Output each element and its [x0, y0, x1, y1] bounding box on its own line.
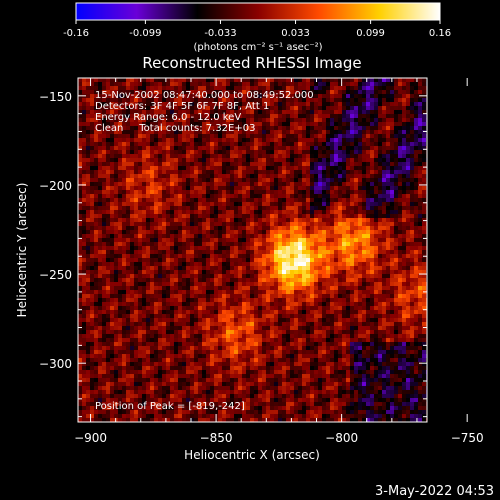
colorbar-tick-label: -0.033	[204, 28, 236, 39]
axis-ticks: −900 −850 −800 −750 −300 −250 −200 −150	[39, 77, 484, 445]
plot-frame	[77, 77, 428, 423]
footer-timestamp: 3-May-2022 04:53	[375, 484, 494, 499]
x-tick-label: −900	[74, 431, 107, 445]
colorbar-tick-label: 0.099	[356, 28, 385, 39]
y-axis-label: Heliocentric Y (arcsec)	[15, 183, 29, 318]
x-tick-label: −750	[451, 431, 484, 445]
colorbar-tick-label: 0.16	[429, 28, 451, 39]
y-tick-label: −150	[39, 90, 72, 104]
y-tick-label: −250	[39, 268, 72, 282]
annotation-clean-counts: Clean Total counts: 7.32E+03	[95, 123, 255, 134]
chart-title: Reconstructed RHESSI Image	[142, 54, 361, 72]
heatmap-image	[78, 78, 427, 422]
colorbar-tick-label: -0.16	[63, 28, 89, 39]
x-axis-label: Heliocentric X (arcsec)	[184, 448, 320, 462]
annotation-time-range: 15-Nov-2002 08:47:40.000 to 08:49:52.000	[95, 90, 314, 101]
colorbar-unit-label: (photons cm⁻² s⁻¹ asec⁻²)	[193, 42, 322, 53]
y-tick-label: −300	[39, 357, 72, 371]
colorbar-tick-label: -0.099	[129, 28, 161, 39]
colorbar	[75, 2, 441, 21]
annotation-detectors: Detectors: 3F 4F 5F 6F 7F 8F, Att 1	[95, 101, 269, 112]
colorbar-tick-label: 0.033	[281, 28, 310, 39]
annotation-energy-range: Energy Range: 6.0 - 12.0 keV	[95, 112, 241, 123]
annotation-peak-position: Position of Peak = [-819,-242]	[95, 401, 245, 412]
x-tick-label: −800	[325, 431, 358, 445]
colorbar-ticks: -0.16 -0.099 -0.033 0.033 0.099 0.16	[63, 20, 451, 39]
y-tick-label: −200	[39, 179, 72, 193]
x-tick-label: −850	[200, 431, 233, 445]
